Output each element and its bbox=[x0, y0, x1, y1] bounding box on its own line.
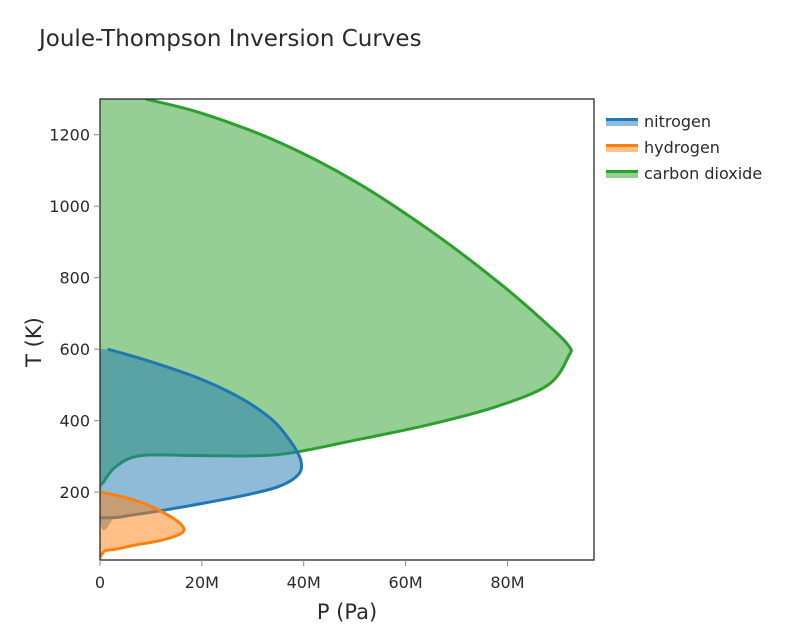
x-tick-label: 80M bbox=[490, 573, 524, 592]
legend-label: carbon dioxide bbox=[644, 163, 763, 183]
x-tick-label: 60M bbox=[388, 573, 422, 592]
y-tick-label: 1200 bbox=[49, 126, 90, 145]
legend-label: nitrogen bbox=[644, 111, 712, 131]
chart-title: Joule-Thompson Inversion Curves bbox=[39, 26, 422, 52]
x-axis: 0 20M 40M 60M 80M bbox=[95, 560, 525, 592]
legend-item-nitrogen[interactable]: nitrogen bbox=[606, 108, 762, 134]
legend-swatch-hydrogen bbox=[606, 142, 638, 152]
y-axis-title: T (K) bbox=[22, 317, 46, 367]
area-hydrogen bbox=[100, 492, 184, 560]
x-tick-label: 20M bbox=[185, 573, 219, 592]
plot-frame bbox=[99, 98, 595, 561]
y-tick-label: 1000 bbox=[49, 197, 90, 216]
x-tick-label: 40M bbox=[287, 573, 321, 592]
y-tick-label: 200 bbox=[59, 483, 90, 502]
legend-item-carbon-dioxide[interactable]: carbon dioxide bbox=[606, 160, 762, 186]
y-axis: 200 400 600 800 1000 1200 bbox=[49, 126, 100, 502]
y-tick-label: 800 bbox=[59, 269, 90, 288]
legend-swatch-nitrogen bbox=[606, 116, 638, 126]
legend-swatch-carbon-dioxide bbox=[606, 168, 638, 178]
y-tick-label: 400 bbox=[59, 412, 90, 431]
legend-item-hydrogen[interactable]: hydrogen bbox=[606, 134, 762, 160]
legend-label: hydrogen bbox=[644, 137, 720, 157]
series-layer bbox=[100, 99, 573, 560]
x-tick-label: 0 bbox=[95, 573, 105, 592]
line-hydrogen bbox=[100, 490, 186, 559]
area-nitrogen bbox=[100, 349, 302, 531]
y-tick-label: 600 bbox=[59, 340, 90, 359]
legend: nitrogen hydrogen carbon dioxide bbox=[606, 108, 762, 186]
x-axis-title-text: P (Pa) bbox=[316, 600, 378, 624]
